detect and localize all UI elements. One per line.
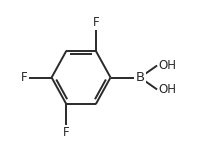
Text: F: F (92, 16, 99, 29)
Text: OH: OH (158, 59, 176, 72)
Text: OH: OH (158, 83, 176, 96)
Text: F: F (21, 71, 28, 84)
Text: F: F (63, 126, 70, 139)
Text: B: B (135, 71, 145, 84)
